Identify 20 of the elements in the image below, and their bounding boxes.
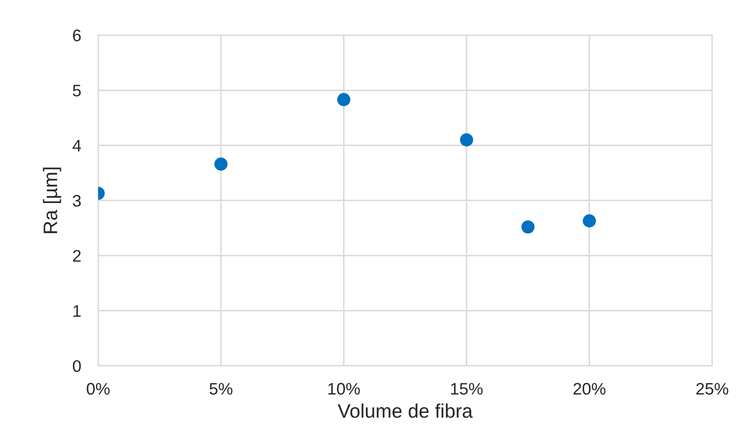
x-tick-label: 0%	[86, 382, 110, 395]
point	[460, 133, 474, 146]
x-tick-label: 5%	[210, 382, 232, 395]
x-tick-label: 15%	[451, 382, 483, 395]
x-axis-title: Volume de fibra	[338, 404, 473, 418]
point	[337, 93, 350, 106]
x-tick-label: 20%	[574, 382, 606, 395]
x-tick-label: 10%	[328, 382, 360, 395]
x-tick-label: 25%	[696, 382, 728, 395]
point	[582, 214, 596, 228]
y-tick-label: 4	[72, 140, 81, 152]
y-tick-label: 2	[73, 250, 81, 262]
point	[214, 158, 228, 171]
y-axis-title: Ra [µm]	[42, 168, 62, 234]
y-tick-label: 0	[72, 360, 81, 372]
y-tick-label: 1	[73, 305, 81, 317]
point	[521, 220, 535, 234]
y-tick-label: 5	[72, 84, 81, 96]
y-tick-label: 6	[73, 30, 81, 42]
y-tick-label: 3	[72, 194, 81, 207]
